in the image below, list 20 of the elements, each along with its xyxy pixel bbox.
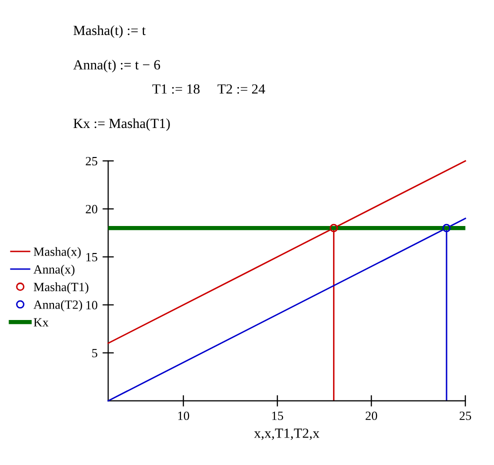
x-tick-label: 25 [460, 412, 472, 420]
y-tick-label: 15 [86, 252, 98, 262]
text: Masha(t) := t [74, 25, 146, 38]
legend-label: Kx [34, 318, 48, 326]
y-tick-label: 25 [86, 156, 98, 166]
text: T2 := 24 [218, 84, 266, 94]
x-axis-title: x,x,T1,T2,x [254, 428, 320, 440]
legend-label: Masha(T1) [34, 282, 88, 294]
text: T1 := 18 [152, 84, 200, 94]
y-tick-label: 20 [86, 204, 98, 214]
text: Anna(t) := t − 6 [73, 60, 160, 72]
text: Kx := Masha(T1) [74, 118, 170, 131]
x-tick-label: 20 [366, 412, 378, 420]
y-tick-label: 10 [86, 300, 98, 310]
legend-label: Masha(x) [34, 247, 81, 258]
x-tick-label: 10 [178, 412, 190, 420]
y-tick-label: 5 [92, 348, 98, 358]
x-tick-label: 15 [272, 412, 284, 420]
legend-label: Anna(x) [33, 264, 74, 276]
legend-label: Anna(T2) [33, 300, 82, 312]
